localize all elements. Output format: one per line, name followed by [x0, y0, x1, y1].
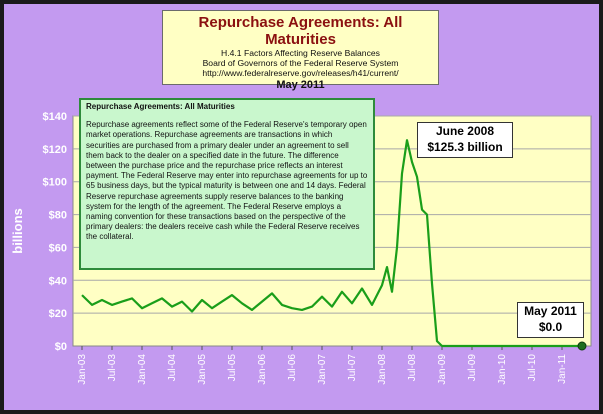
x-axis-ticks: Jan-03 Jul-03 Jan-04 Jul-04 Jan-05 Jul-05 Jan-…	[77, 346, 568, 385]
x-tick-label: Jul-09	[467, 354, 478, 382]
y-tick-label: $60	[49, 242, 67, 254]
end-annotation-date: May 2011	[524, 304, 577, 318]
end-point-marker	[577, 341, 587, 351]
note-heading: Repurchase Agreements: All Maturities	[86, 102, 235, 111]
x-tick-label: Jul-03	[107, 354, 118, 382]
subtitle-url: http://www.federalreserve.gov/releases/h…	[202, 68, 399, 78]
x-tick-label: Jan-03	[77, 354, 88, 385]
chart-title-box: Repurchase Agreements: All Maturities H.…	[162, 10, 439, 91]
x-tick-label: Jan-07	[317, 354, 328, 385]
x-tick-label: Jan-08	[377, 354, 388, 385]
x-tick-label: Jan-09	[437, 354, 448, 385]
y-tick-label: $0	[55, 341, 67, 353]
series-line	[81, 139, 582, 348]
x-tick-label: Jul-05	[227, 354, 238, 382]
chart-title: Repurchase Agreements: All Maturities	[198, 14, 403, 48]
x-tick-label: Jul-10	[527, 354, 538, 382]
end-annotation: May 2011 $0.0	[517, 302, 584, 338]
x-tick-label: Jul-06	[287, 354, 298, 382]
y-axis-ticks: $0 $20 $40 $60 $80 $100 $120 $140	[43, 111, 67, 353]
x-tick-label: Jan-10	[497, 354, 508, 385]
x-tick-label: Jan-05	[197, 354, 208, 385]
x-tick-label: Jul-04	[167, 354, 178, 382]
x-tick-label: Jan-06	[257, 354, 268, 385]
y-tick-label: $120	[43, 144, 67, 156]
y-tick-label: $40	[49, 275, 67, 287]
subtitle-line-2: Board of Governors of the Federal Reserv…	[202, 58, 399, 68]
data-series	[81, 139, 587, 351]
description-note: Repurchase Agreements: All Maturities Re…	[79, 98, 375, 270]
peak-annotation-date: June 2008	[435, 124, 495, 138]
subtitle-date: May 2011	[276, 79, 325, 91]
peak-annotation: June 2008 $125.3 billion	[417, 122, 513, 158]
y-axis-label: billions	[10, 208, 25, 254]
y-tick-label: $20	[49, 308, 67, 320]
note-body: Repurchase agreements reflect some of th…	[86, 120, 368, 242]
x-tick-label: Jan-04	[137, 354, 148, 385]
x-tick-label: Jul-08	[407, 354, 418, 382]
end-annotation-value: $0.0	[538, 320, 563, 334]
x-tick-label: Jul-07	[347, 354, 358, 382]
x-tick-label: Jan-11	[557, 354, 568, 384]
peak-annotation-value: $125.3 billion	[427, 140, 503, 154]
y-tick-label: $80	[49, 210, 67, 222]
subtitle-line-1: H.4.1 Factors Affecting Reserve Balances	[221, 48, 380, 58]
y-tick-label: $100	[43, 177, 67, 189]
y-tick-label: $140	[43, 111, 67, 123]
